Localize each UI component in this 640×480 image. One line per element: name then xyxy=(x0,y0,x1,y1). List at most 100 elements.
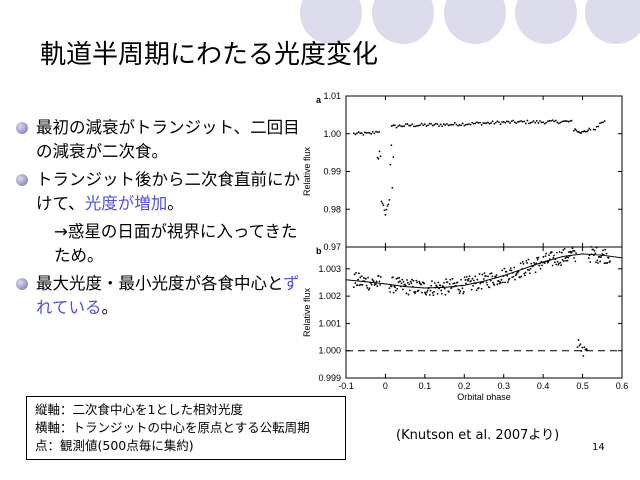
data-point xyxy=(402,280,405,283)
data-point xyxy=(434,286,437,289)
data-point xyxy=(476,121,478,124)
data-point xyxy=(379,276,382,278)
data-point xyxy=(392,276,394,278)
data-point xyxy=(407,293,410,296)
data-point xyxy=(509,269,511,272)
data-point xyxy=(406,281,409,284)
bullet-item: 最大光度・最小光度が各食中心とずれている。 xyxy=(10,272,306,320)
data-point xyxy=(453,282,456,285)
data-point xyxy=(526,119,529,122)
bullet-list: 最初の減衰がトランジット、二回目の減衰が二次食。 トランジット後から二次食直前に… xyxy=(10,116,306,324)
data-point xyxy=(524,122,527,125)
data-point xyxy=(401,125,404,128)
data-point xyxy=(537,122,540,124)
data-point xyxy=(598,255,601,258)
data-point xyxy=(441,125,444,128)
data-point xyxy=(425,293,428,296)
data-point xyxy=(368,287,371,290)
data-point xyxy=(451,277,454,280)
data-point xyxy=(483,272,486,274)
data-point xyxy=(482,278,485,280)
data-point xyxy=(489,279,492,282)
data-point xyxy=(555,263,558,266)
data-point xyxy=(546,120,549,123)
data-point xyxy=(403,125,406,127)
y-axis-label: Relative flux xyxy=(302,287,312,337)
data-point xyxy=(354,282,357,284)
data-point xyxy=(490,122,492,124)
data-point xyxy=(406,123,409,126)
data-point xyxy=(401,288,404,291)
data-point xyxy=(461,122,464,125)
data-point xyxy=(602,121,604,124)
data-point xyxy=(484,275,487,277)
data-point xyxy=(420,283,423,286)
data-point xyxy=(528,269,531,272)
data-point xyxy=(397,281,400,284)
note-line: 横軸：トランジットの中心を原点とする公転周期 xyxy=(35,420,310,435)
data-point xyxy=(532,120,535,122)
page-number: 14 xyxy=(592,442,605,453)
data-point xyxy=(504,281,506,284)
bullet-text: 最大光度・最小光度が各食中心と xyxy=(36,274,284,293)
data-point xyxy=(466,123,469,126)
data-point xyxy=(514,278,516,281)
data-point xyxy=(579,343,582,346)
data-point xyxy=(520,119,522,122)
data-point xyxy=(511,276,514,279)
deco-circle xyxy=(372,0,434,44)
data-point xyxy=(416,281,418,284)
data-point xyxy=(524,274,526,277)
data-point xyxy=(560,251,563,254)
data-point xyxy=(562,120,565,123)
data-point xyxy=(510,120,513,123)
data-point xyxy=(539,120,541,122)
data-point xyxy=(534,121,537,124)
data-point xyxy=(565,120,568,122)
data-point xyxy=(409,124,412,127)
data-point xyxy=(463,124,466,127)
data-point xyxy=(529,122,532,124)
data-point xyxy=(475,289,478,292)
data-point xyxy=(359,132,362,135)
data-point xyxy=(375,130,377,133)
data-point xyxy=(597,262,599,264)
data-point xyxy=(405,292,408,295)
data-point xyxy=(457,124,459,127)
data-point xyxy=(497,280,500,282)
data-point xyxy=(446,123,448,125)
model-curve xyxy=(345,253,623,289)
data-point xyxy=(405,123,407,125)
data-point xyxy=(561,120,563,123)
data-point xyxy=(511,271,514,274)
data-point xyxy=(362,276,365,279)
data-point xyxy=(434,122,437,125)
data-point xyxy=(417,289,420,292)
data-point xyxy=(594,261,597,264)
data-point xyxy=(365,284,368,287)
data-point xyxy=(429,289,432,292)
data-point xyxy=(530,262,533,265)
panel-label: b xyxy=(316,246,322,256)
data-point xyxy=(367,276,369,279)
data-point xyxy=(370,282,372,284)
light-curve-figure: a 1.01 1.00 0.99 0.98 0.97 Relative flux b 1.003… xyxy=(302,91,628,400)
data-point xyxy=(446,281,449,284)
data-point xyxy=(437,281,440,284)
data-point xyxy=(360,275,363,278)
data-point xyxy=(365,132,368,134)
sub-bullet-text: →惑星の日面が視界に入ってきたため。 xyxy=(54,222,298,265)
data-point xyxy=(558,251,561,253)
y-tick-label: 0.999 xyxy=(318,373,341,383)
data-point xyxy=(397,125,399,128)
data-point xyxy=(380,200,383,203)
data-point xyxy=(376,131,379,134)
data-point xyxy=(458,292,461,295)
data-point xyxy=(569,120,571,123)
data-point xyxy=(496,283,499,286)
data-point xyxy=(536,258,539,261)
data-point xyxy=(398,276,401,279)
data-point xyxy=(488,286,491,289)
data-point xyxy=(452,282,455,285)
data-point xyxy=(503,267,506,270)
